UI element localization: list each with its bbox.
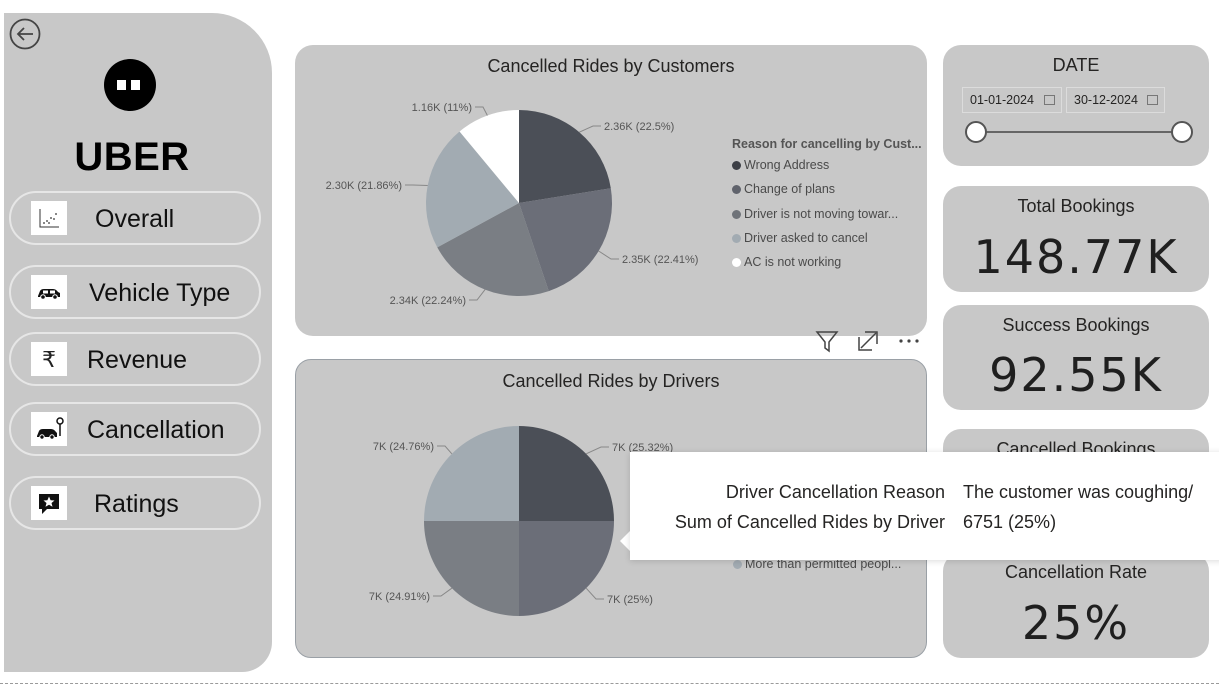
page-boundary — [0, 683, 1219, 684]
legend-dot-icon — [732, 161, 741, 170]
legend-item[interactable]: More than permitted peopl... — [733, 557, 901, 571]
pie-slice[interactable] — [424, 426, 519, 521]
customers-pie-chart[interactable]: 2.36K (22.5%) 2.35K (22.41%) 2.34K (22.24%… — [295, 45, 927, 336]
pie-slice[interactable] — [519, 521, 614, 616]
tooltip-key: Driver Cancellation Reason — [725, 482, 945, 502]
legend-label: AC is not working — [744, 255, 842, 269]
more-options-icon[interactable] — [896, 328, 922, 354]
legend-label: Wrong Address — [744, 158, 830, 172]
tooltip-value: The customer was coughing/ — [963, 482, 1194, 502]
pie-slice[interactable] — [437, 203, 549, 296]
customers-legend-title: Reason for cancelling by Cust... — [732, 137, 922, 151]
pie-data-label: 7K (25.32%) — [612, 442, 673, 454]
kpi-value: 25% — [1021, 596, 1131, 650]
pie-data-label: 2.34K (22.24%) — [390, 295, 466, 307]
focus-mode-icon[interactable] — [855, 328, 881, 354]
legend-item[interactable]: Driver is not moving towar... — [732, 207, 898, 221]
date-slicer-title: DATE — [1052, 55, 1100, 75]
pie-leader-line — [585, 587, 604, 600]
drivers-pie-chart[interactable]: 7K (25.32%) 7K (25%) 7K (24.91%) 7K (24.76%… — [295, 359, 927, 658]
nav-cancellation-button[interactable]: Cancellation — [9, 402, 261, 456]
pie-data-label: 2.30K (21.86%) — [326, 180, 402, 192]
pie-leader-line — [579, 125, 601, 133]
pie-slice[interactable] — [459, 110, 519, 203]
legend-item[interactable]: Driver asked to cancel — [732, 231, 868, 245]
tooltip-pointer — [620, 531, 630, 551]
pie-slice[interactable] — [424, 521, 519, 616]
brand-name: UBER — [74, 135, 190, 179]
legend-label: More than permitted peopl... — [745, 557, 902, 571]
kpi-value: 148.77K — [973, 230, 1179, 284]
customers-chart-title: Cancelled Rides by Customers — [487, 56, 735, 76]
kpi-title: Success Bookings — [1002, 315, 1150, 335]
pie-data-label: 7K (24.76%) — [373, 441, 434, 453]
pie-slice[interactable] — [519, 188, 612, 292]
filter-icon[interactable] — [814, 328, 840, 354]
pie-data-label: 2.35K (22.41%) — [622, 254, 698, 266]
sidebar: UBER Overall Vehicle Type ₹ — [4, 13, 272, 672]
legend-dot-icon — [732, 210, 741, 219]
back-arrow-icon — [9, 18, 41, 50]
start-date-input[interactable]: 01-01-2024 — [962, 87, 1062, 113]
nav-overall-label: Overall — [95, 205, 175, 233]
start-date-value: 01-01-2024 — [970, 93, 1034, 107]
date-slider-start-handle[interactable] — [965, 121, 987, 143]
pie-leader-line — [475, 106, 488, 116]
scatter-chart-icon — [31, 201, 67, 235]
kpi-value: 92.55K — [989, 348, 1163, 402]
back-button[interactable] — [9, 18, 41, 50]
pie-leader-line — [469, 289, 486, 301]
pie-data-label: 1.16K (11%) — [412, 102, 472, 114]
end-date-value: 30-12-2024 — [1074, 93, 1138, 107]
nav-vehicle-type-button[interactable]: Vehicle Type — [9, 265, 261, 319]
pie-leader-line — [433, 587, 453, 597]
legend-dot-icon — [732, 258, 741, 267]
kpi-title: Cancellation Rate — [1004, 562, 1148, 582]
legend-item[interactable]: Change of plans — [732, 182, 835, 196]
nav-overall-button[interactable]: Overall — [9, 191, 261, 245]
chart-tooltip: Driver Cancellation Reason The customer … — [630, 452, 1219, 560]
legend-label: Change of plans — [744, 182, 836, 196]
legend-dot-icon — [732, 234, 741, 243]
calendar-icon[interactable] — [1147, 95, 1158, 105]
legend-dot-icon — [733, 560, 742, 569]
pie-data-label: 7K (25%) — [607, 594, 653, 606]
drivers-chart-title: Cancelled Rides by Drivers — [502, 371, 720, 391]
legend-item[interactable]: Wrong Address — [732, 158, 829, 172]
legend-label: Driver asked to cancel — [744, 231, 868, 245]
pie-slice[interactable] — [426, 131, 519, 248]
nav-ratings-button[interactable]: Ratings — [9, 476, 261, 530]
pie-leader-line — [437, 445, 453, 455]
pie-data-label: 7K (24.91%) — [369, 591, 430, 603]
nav-revenue-label: Revenue — [87, 346, 188, 374]
legend-label: Driver is not moving towar... — [744, 207, 899, 221]
success-bookings-card: Success Bookings 92.55K — [943, 305, 1209, 410]
calendar-icon[interactable] — [1044, 95, 1055, 105]
rating-star-icon — [31, 486, 67, 520]
date-range-slider-track[interactable] — [976, 131, 1182, 133]
nav-revenue-button[interactable]: ₹ Revenue — [9, 332, 261, 386]
pie-leader-line — [585, 446, 609, 455]
kpi-title: Total Bookings — [1017, 196, 1135, 216]
pie-data-label: 2.36K (22.5%) — [604, 121, 674, 133]
legend-dot-icon — [732, 185, 741, 194]
nav-vehicle-type-label: Vehicle Type — [89, 279, 231, 307]
tooltip-value: 6751 (25%) — [963, 512, 1057, 532]
rupee-icon: ₹ — [31, 342, 67, 376]
svg-text:₹: ₹ — [42, 347, 56, 372]
pie-slice[interactable] — [519, 110, 611, 203]
total-bookings-card: Total Bookings 148.77K — [943, 186, 1209, 292]
date-slider-end-handle[interactable] — [1171, 121, 1193, 143]
nav-ratings-label: Ratings — [94, 490, 179, 518]
legend-item[interactable]: AC is not working — [732, 255, 841, 269]
nav-cancellation-label: Cancellation — [87, 416, 225, 444]
pie-leader-line — [598, 250, 619, 260]
cancellation-rate-card: Cancellation Rate 25% — [943, 553, 1209, 658]
car-cancel-icon — [31, 412, 67, 446]
tooltip-key: Sum of Cancelled Rides by Driver — [674, 512, 945, 532]
uber-logo-icon — [103, 58, 157, 112]
end-date-input[interactable]: 30-12-2024 — [1066, 87, 1165, 113]
car-icon — [31, 275, 67, 309]
pie-slice[interactable] — [519, 426, 614, 521]
